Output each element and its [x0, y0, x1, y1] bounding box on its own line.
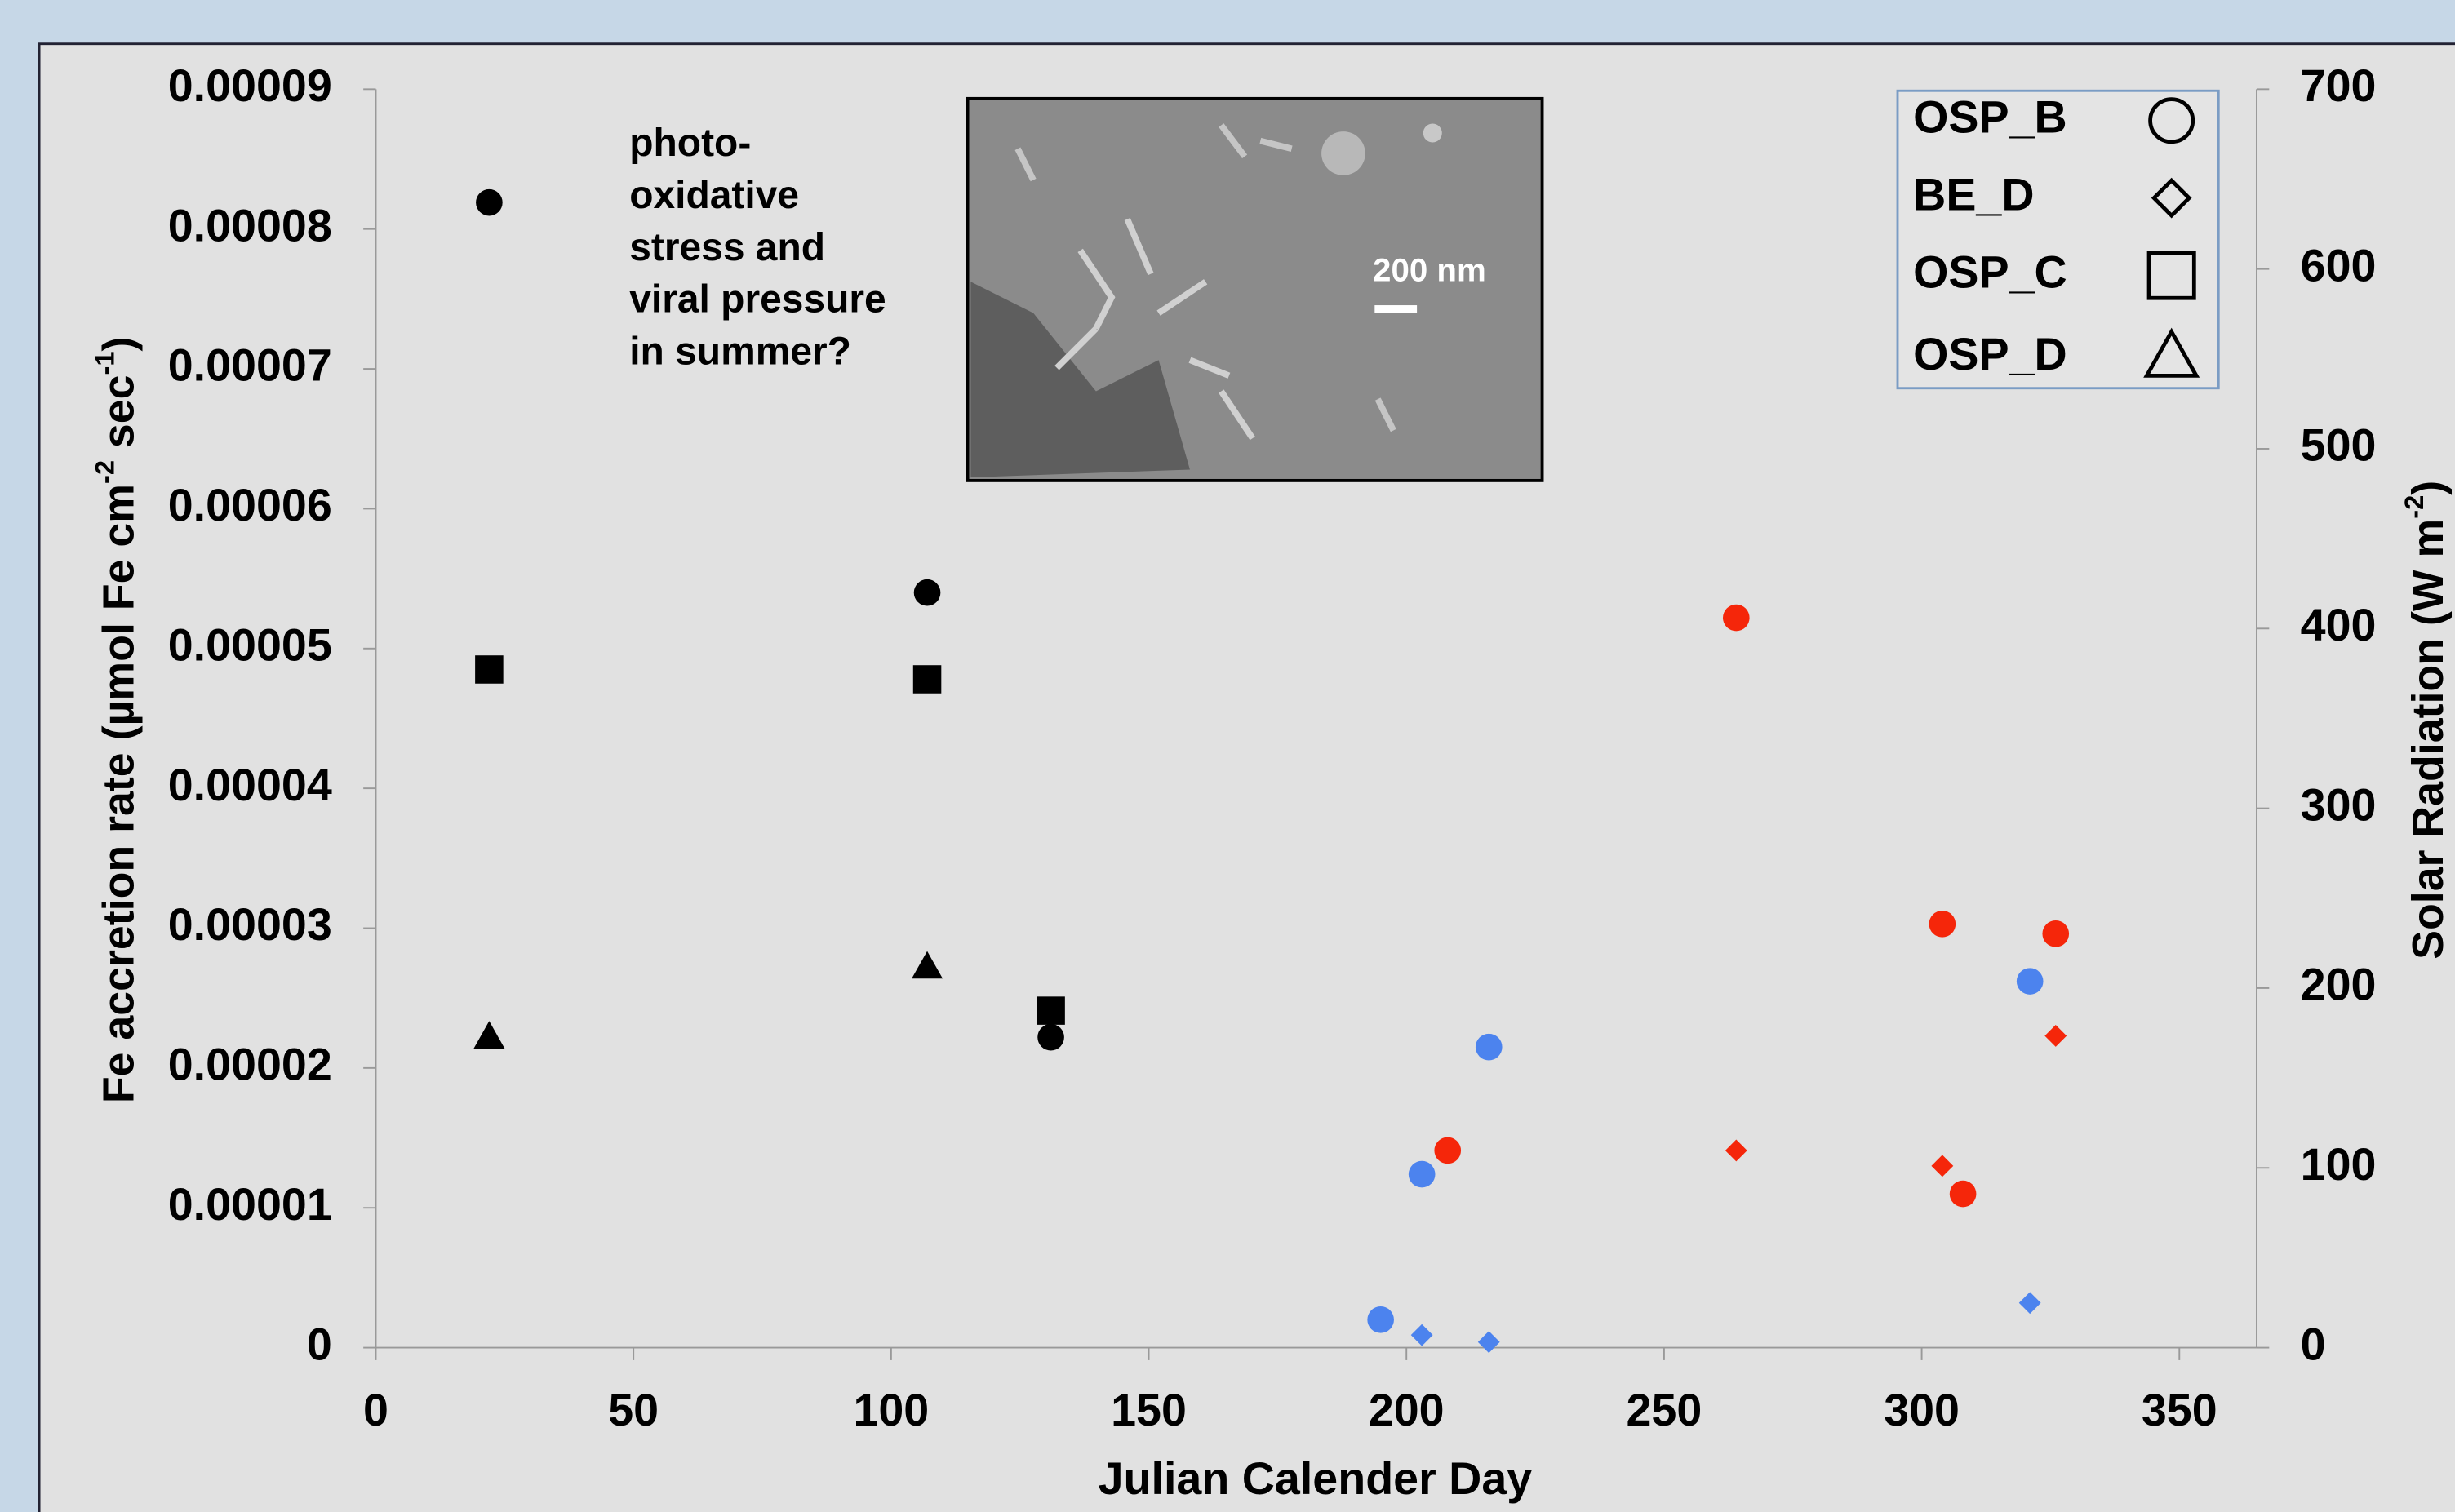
- data-point: [1409, 1161, 1436, 1188]
- annotation: oxidative: [629, 174, 799, 217]
- data-point: [1929, 911, 1956, 938]
- y-label-sup: -2: [89, 460, 119, 484]
- annotation: photo-: [629, 122, 751, 165]
- data-point: [1950, 1181, 1977, 1208]
- annotation: stress and: [629, 226, 825, 269]
- data-point: [475, 655, 504, 684]
- data-point: [913, 665, 942, 694]
- data-point: [2042, 920, 2069, 947]
- y-tick-label: 0.00001: [168, 1179, 332, 1230]
- y-label-part: sec: [95, 375, 144, 460]
- y-tick-label: 0.00003: [168, 899, 332, 950]
- y-tick-label: 0.00008: [168, 200, 332, 251]
- data-point: [914, 579, 941, 606]
- y-axis-label: Fe accretion rate (µmol Fe cm-2 sec-1): [89, 337, 144, 1104]
- x-tick-label: 250: [1627, 1385, 1703, 1435]
- data-point: [2017, 968, 2044, 995]
- y-tick-label: 0.00006: [168, 480, 332, 530]
- data-point: [1367, 1306, 1394, 1333]
- y-tick-label: 0.00002: [168, 1040, 332, 1090]
- x-tick-label: 50: [608, 1385, 659, 1435]
- scale-label: 200 nm: [1373, 251, 1486, 288]
- x-tick-label: 0: [363, 1385, 388, 1435]
- x-tick-label: 350: [2142, 1385, 2217, 1435]
- y-tick-label: 0.00009: [168, 60, 332, 111]
- x-tick-label: 150: [1111, 1385, 1187, 1435]
- y2-axis-label: Solar Radiation (W m-2): [2399, 481, 2453, 960]
- y2-label-part: Solar Radiation (W m: [2404, 519, 2453, 960]
- y2-tick-label: 600: [2301, 240, 2377, 290]
- y2-tick-label: 200: [2301, 960, 2377, 1010]
- y2-label-sup: -2: [2399, 495, 2429, 519]
- data-point: [476, 189, 503, 216]
- y-tick-label: 0.00004: [168, 760, 332, 810]
- x-axis-label: Julian Calender Day: [1099, 1453, 1533, 1504]
- y2-tick-label: 400: [2301, 600, 2377, 650]
- y2-tick-label: 700: [2301, 60, 2377, 111]
- y-label-part: Fe accretion rate (µmol Fe cm: [95, 484, 144, 1103]
- y2-tick-label: 0: [2301, 1319, 2326, 1369]
- legend-label: BE_D: [1913, 169, 2034, 219]
- data-point: [1476, 1034, 1503, 1061]
- y2-label-part: ): [2404, 481, 2453, 495]
- data-point: [1037, 996, 1065, 1025]
- page: {"chart_data":{"type":"scatter", "xlabel…: [0, 0, 2455, 1512]
- y-tick-label: 0.00007: [168, 340, 332, 391]
- inset-image: 200 nm: [968, 99, 1543, 481]
- x-tick-label: 200: [1369, 1385, 1445, 1435]
- chart: 200 nm Julian Calender Day Fe accretion …: [0, 0, 2455, 1512]
- legend-label: OSP_D: [1913, 329, 2067, 379]
- data-point: [1037, 1024, 1064, 1051]
- y-tick-label: 0.00005: [168, 619, 332, 670]
- y-tick-label: 0: [307, 1319, 332, 1369]
- y2-tick-label: 300: [2301, 779, 2377, 830]
- annotation: viral pressure: [629, 278, 886, 321]
- legend-label: OSP_B: [1913, 91, 2067, 142]
- x-tick-label: 100: [853, 1385, 929, 1435]
- annotation: in summer?: [629, 330, 851, 374]
- x-tick-label: 300: [1884, 1385, 1960, 1435]
- y-label-part: ): [95, 337, 144, 352]
- y2-tick-label: 500: [2301, 420, 2377, 471]
- y2-tick-label: 100: [2301, 1139, 2377, 1190]
- data-point: [1723, 605, 1750, 632]
- y-label-sup: -1: [89, 351, 119, 375]
- data-point: [1434, 1137, 1461, 1164]
- legend-label: OSP_C: [1913, 246, 2067, 297]
